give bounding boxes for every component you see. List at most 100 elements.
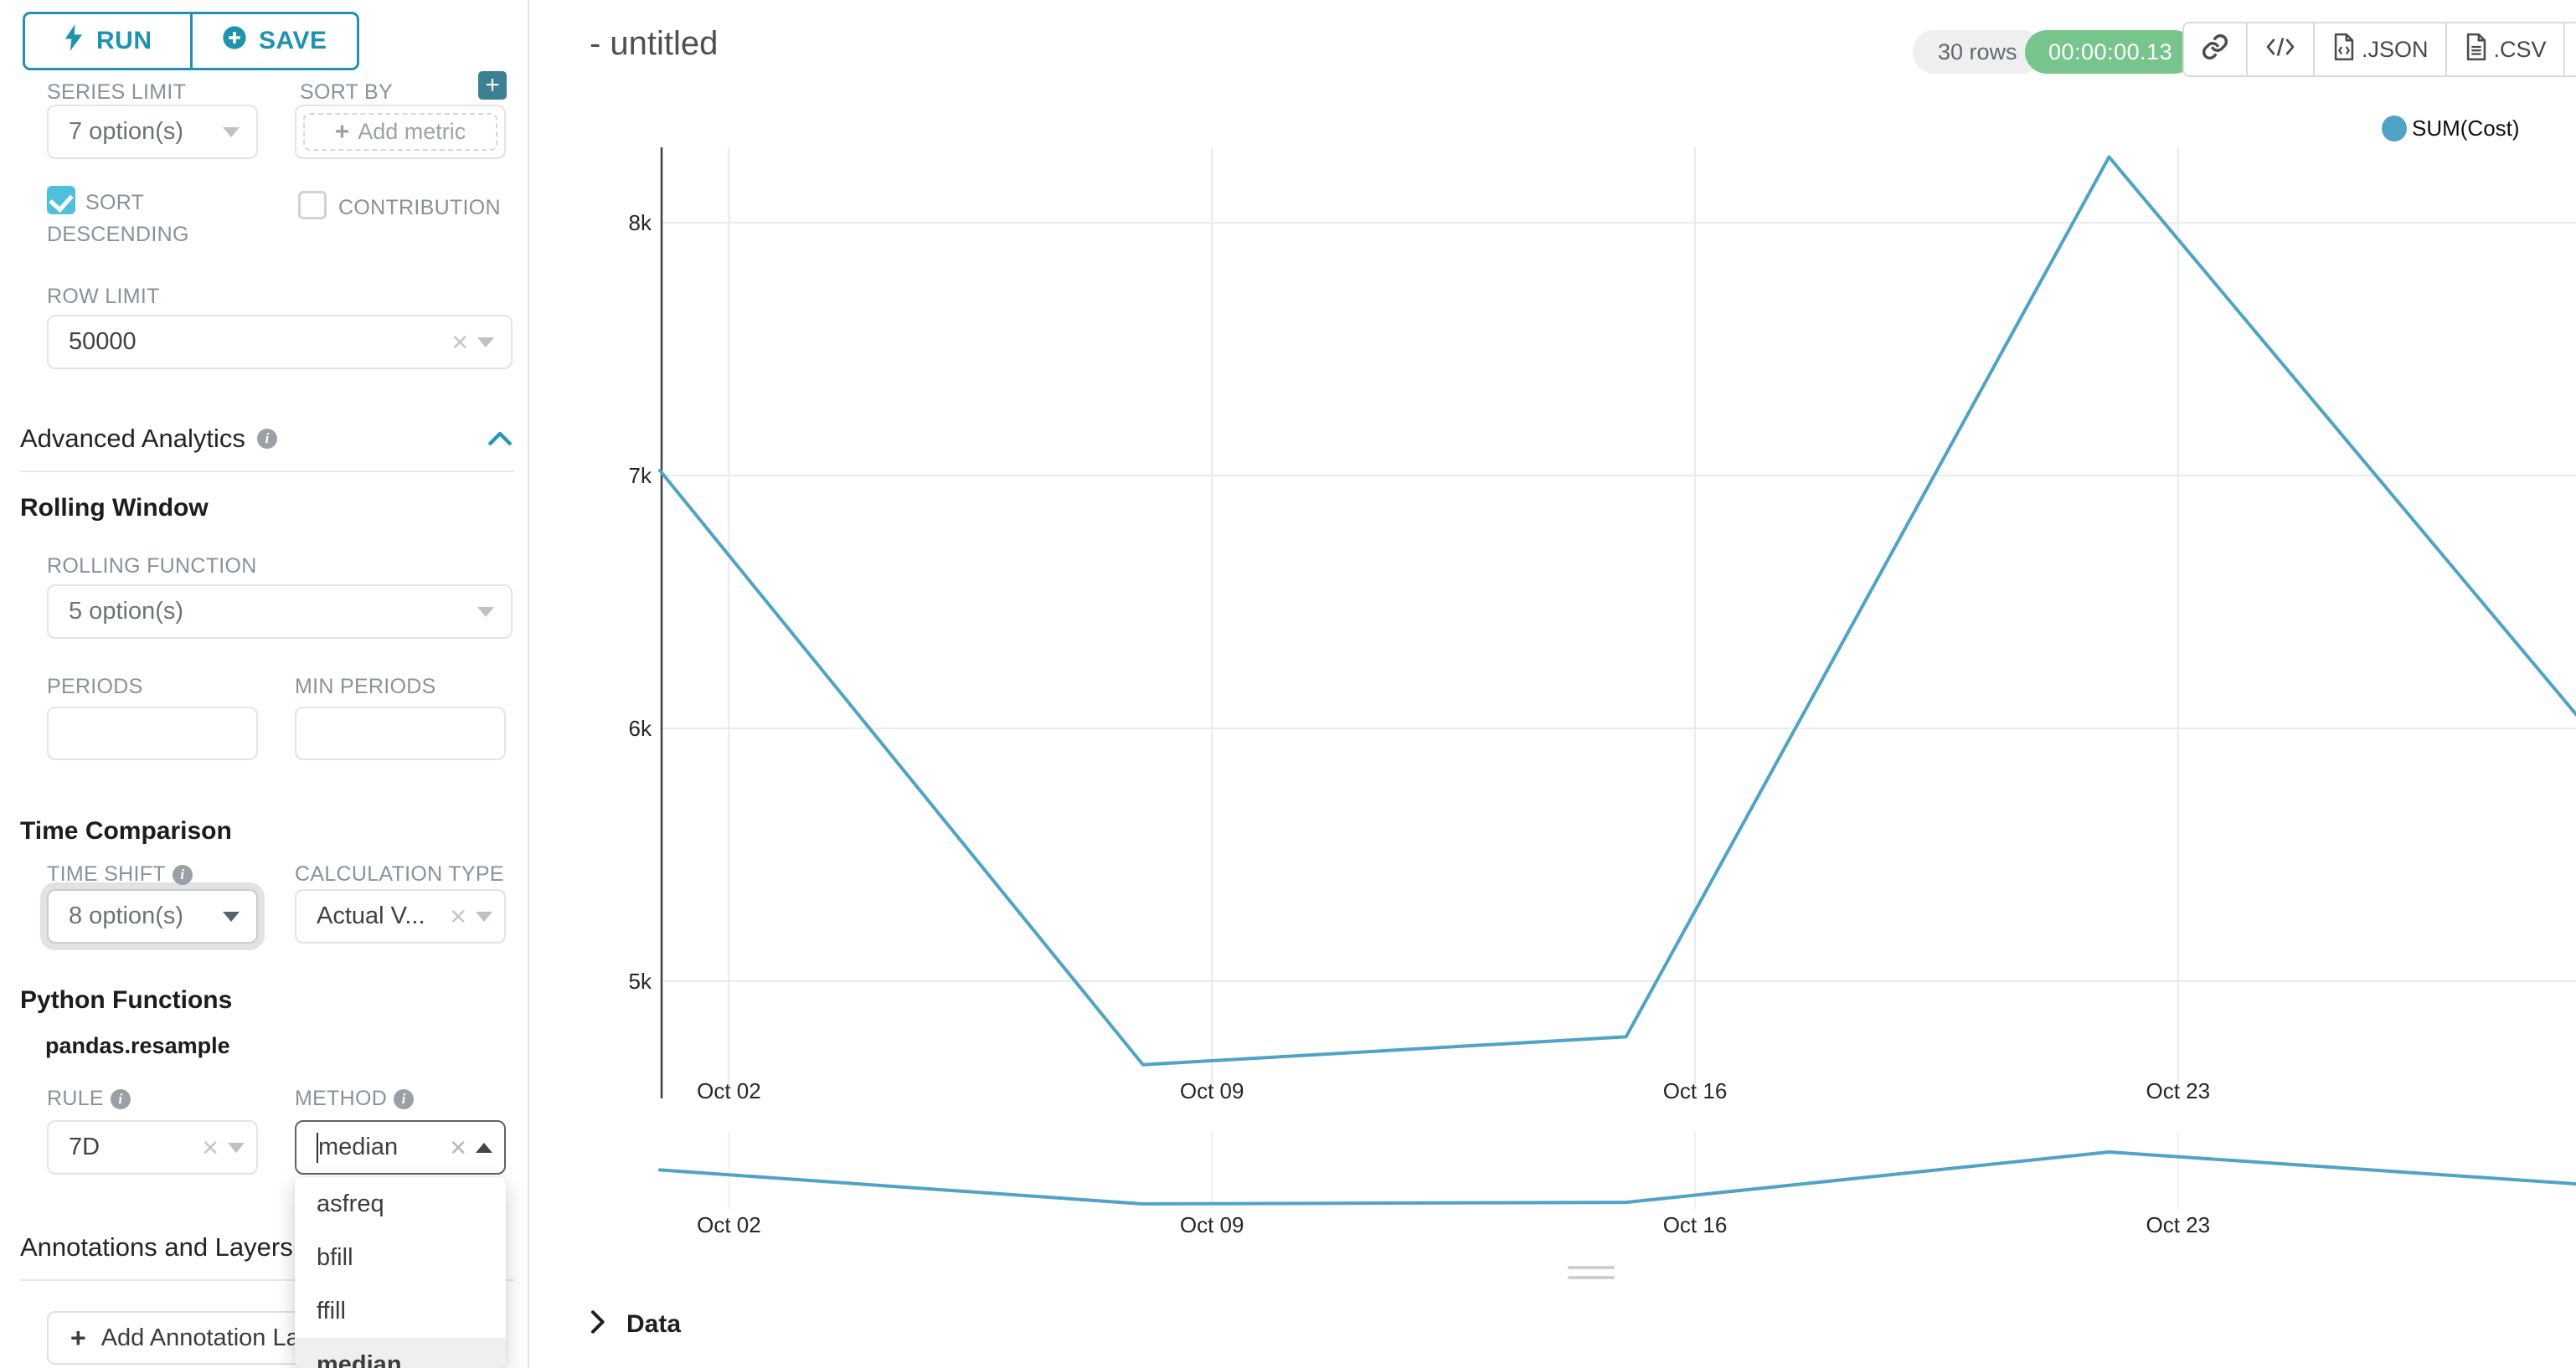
method-value: median xyxy=(318,1134,399,1160)
csv-file-icon xyxy=(2464,33,2489,67)
info-icon[interactable]: i xyxy=(394,1088,415,1109)
time-shift-value: 8 option(s) xyxy=(69,903,184,929)
control-panel-sidebar: RUN SAVE SERIES LIMIT SORT BY + 7 option… xyxy=(0,0,529,1368)
chevron-up-icon xyxy=(476,1142,492,1153)
export-json-label: .JSON xyxy=(2362,36,2429,62)
data-panel-toggle[interactable]: Data xyxy=(586,1309,681,1339)
export-json-button[interactable]: .JSON xyxy=(2315,23,2447,75)
add-annotation-layer-label: Add Annotation Layer xyxy=(100,1324,334,1351)
time-comparison-title: Time Comparison xyxy=(20,817,232,845)
contribution-label: CONTRIBUTION xyxy=(338,196,501,219)
time-shift-select[interactable]: 8 option(s) xyxy=(47,889,258,944)
clear-icon[interactable]: ✕ xyxy=(449,903,467,929)
min-periods-input[interactable] xyxy=(295,707,506,760)
more-options-button[interactable] xyxy=(2565,23,2576,75)
rolling-window-title: Rolling Window xyxy=(20,494,209,522)
chart-actions-toolbar: .JSON .CSV xyxy=(2182,22,2576,77)
calculation-type-select[interactable]: Actual V... ✕ xyxy=(295,889,506,944)
plus-circle-icon xyxy=(222,25,247,57)
chevron-down-icon xyxy=(477,337,494,347)
method-combobox[interactable]: median ✕ xyxy=(295,1120,506,1175)
series-limit-value: 7 option(s) xyxy=(69,118,184,145)
embed-code-button[interactable] xyxy=(2248,23,2315,75)
info-icon[interactable]: i xyxy=(256,429,277,449)
method-option-ffill[interactable]: ffill xyxy=(317,1297,346,1324)
run-button-label: RUN xyxy=(96,27,152,54)
legend-series-marker xyxy=(2382,116,2407,141)
python-functions-title: Python Functions xyxy=(20,986,233,1014)
run-save-button-group: RUN SAVE xyxy=(23,12,359,70)
annotations-layers-title: Annotations and Layers xyxy=(20,1232,293,1262)
sort-descending-label-line1: SORT xyxy=(85,191,145,214)
rolling-function-value: 5 option(s) xyxy=(69,598,184,625)
rule-label: RULE i xyxy=(47,1087,131,1111)
time-shift-label: TIME SHIFT i xyxy=(47,862,193,887)
method-options-dropdown: asfreq bfill ffill median xyxy=(295,1177,506,1368)
plus-icon: + xyxy=(334,117,350,146)
advanced-analytics-header[interactable]: Advanced Analytics i xyxy=(20,424,277,454)
calculation-type-label: CALCULATION TYPE xyxy=(295,862,504,886)
row-limit-label: ROW LIMIT xyxy=(47,285,160,308)
info-icon[interactable]: i xyxy=(110,1088,131,1109)
series-limit-select[interactable]: 7 option(s) xyxy=(47,105,258,159)
info-icon[interactable]: i xyxy=(172,864,193,885)
chevron-down-icon xyxy=(228,1142,245,1153)
advanced-analytics-title: Advanced Analytics xyxy=(20,424,245,453)
save-button-label: SAVE xyxy=(259,27,327,54)
rolling-function-label: ROLLING FUNCTION xyxy=(47,554,257,578)
chevron-down-icon xyxy=(223,911,240,922)
clear-icon[interactable]: ✕ xyxy=(451,329,469,355)
panel-resize-handle[interactable] xyxy=(1568,1266,1615,1286)
row-limit-select[interactable]: 50000 ✕ xyxy=(47,315,513,369)
clear-icon[interactable]: ✕ xyxy=(201,1134,219,1160)
row-limit-value: 50000 xyxy=(69,328,137,355)
rule-value: 7D xyxy=(69,1134,100,1160)
contribution-checkbox[interactable] xyxy=(298,191,327,219)
sort-by-dropzone[interactable]: + Add metric xyxy=(295,105,506,159)
json-file-icon xyxy=(2331,33,2357,67)
series-limit-label: SERIES LIMIT xyxy=(47,80,187,104)
add-metric-placeholder-label: Add metric xyxy=(358,119,466,144)
section-divider xyxy=(20,471,514,472)
rule-label-text: RULE xyxy=(47,1087,104,1110)
export-csv-button[interactable]: .CSV xyxy=(2447,23,2565,75)
method-option-asfreq[interactable]: asfreq xyxy=(317,1190,384,1217)
run-button[interactable]: RUN xyxy=(25,14,193,68)
series-line-sum-cost xyxy=(658,155,2576,1067)
clear-icon[interactable]: ✕ xyxy=(449,1134,467,1160)
add-sort-metric-button[interactable]: + xyxy=(478,71,507,100)
chart-legend[interactable]: SUM(Cost) xyxy=(2382,116,2520,141)
data-panel-title: Data xyxy=(626,1309,682,1338)
link-icon xyxy=(2201,33,2229,67)
copy-link-button[interactable] xyxy=(2184,23,2248,75)
chevron-down-icon xyxy=(476,911,492,922)
sort-descending-label-line2: DESCENDING xyxy=(47,223,189,246)
method-option-median[interactable]: median xyxy=(295,1338,506,1368)
method-option-bfill[interactable]: bfill xyxy=(317,1243,353,1271)
query-timer-badge: 00:00:00.13 xyxy=(2025,30,2197,74)
plus-icon: + xyxy=(70,1322,86,1353)
legend-series-label: SUM(Cost) xyxy=(2412,116,2520,141)
min-periods-label: MIN PERIODS xyxy=(295,675,436,698)
chevron-down-icon xyxy=(477,606,494,617)
rolling-function-select[interactable]: 5 option(s) xyxy=(47,584,513,639)
periods-label: PERIODS xyxy=(47,675,143,698)
sort-descending-checkbox[interactable] xyxy=(47,186,75,214)
export-csv-label: .CSV xyxy=(2493,36,2547,62)
add-metric-placeholder[interactable]: + Add metric xyxy=(303,113,497,151)
chevron-down-icon xyxy=(223,126,240,137)
text-cursor xyxy=(317,1132,318,1163)
lightning-bolt-icon xyxy=(63,24,85,58)
code-icon xyxy=(2264,33,2296,66)
method-label: METHOD i xyxy=(295,1087,415,1111)
section-divider xyxy=(20,1279,514,1281)
rows-count-badge: 30 rows xyxy=(1913,30,2043,74)
save-button[interactable]: SAVE xyxy=(193,14,358,68)
annotations-layers-header[interactable]: Annotations and Layers xyxy=(20,1232,293,1263)
rule-select[interactable]: 7D ✕ xyxy=(47,1120,258,1175)
page-title: - untitled xyxy=(590,25,719,62)
collapse-chevron-up-icon[interactable] xyxy=(487,429,513,451)
periods-input[interactable] xyxy=(47,707,258,760)
